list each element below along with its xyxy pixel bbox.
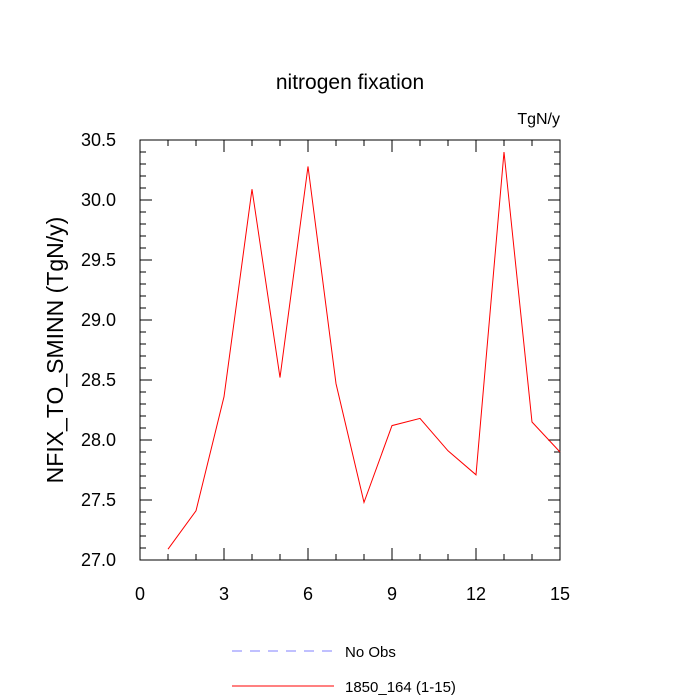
- y-axis-label: NFIX_TO_SMINN (TgN/y): [42, 217, 68, 484]
- legend: No Obs 1850_164 (1-15): [232, 644, 456, 696]
- units-label: TgN/y: [517, 111, 560, 128]
- y-tick-label: 29.5: [81, 250, 116, 270]
- y-tick-label: 30.5: [81, 130, 116, 150]
- y-tick-label: 28.0: [81, 430, 116, 450]
- x-tick-label: 12: [466, 584, 486, 604]
- y-tick-label: 27.0: [81, 550, 116, 570]
- legend-label: 1850_164 (1-15): [345, 679, 456, 696]
- y-tick-label: 28.5: [81, 370, 116, 390]
- y-tick-label: 29.0: [81, 310, 116, 330]
- x-tick-label: 0: [135, 584, 145, 604]
- plot-frame: [139, 139, 561, 561]
- chart-title: nitrogen fixation: [276, 71, 424, 94]
- x-tick-label: 6: [303, 584, 313, 604]
- x-tick-label: 3: [219, 584, 229, 604]
- plot-area: 0 3 6 9 12 15 27.0 27.5 28.0 28.5 29.0 29.5 30.0 30.5: [81, 130, 570, 604]
- y-tick-label: 30.0: [81, 190, 116, 210]
- x-tick-label: 15: [550, 584, 570, 604]
- series-line: [167, 151, 561, 550]
- legend-label: No Obs: [345, 644, 396, 661]
- x-tick-label: 9: [387, 584, 397, 604]
- y-tick-label: 27.5: [81, 490, 116, 510]
